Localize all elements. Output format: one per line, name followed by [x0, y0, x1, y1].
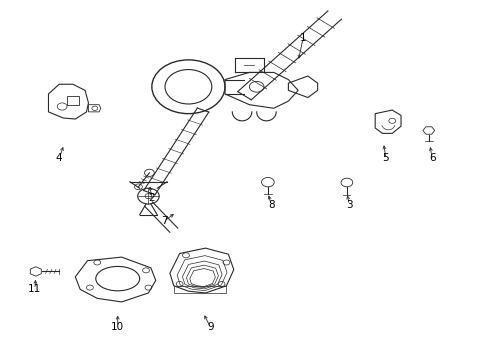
Text: 1: 1 [299, 33, 305, 43]
Text: 11: 11 [28, 284, 41, 294]
Text: 6: 6 [428, 153, 435, 163]
Text: 5: 5 [382, 153, 388, 163]
Text: 8: 8 [267, 200, 274, 210]
Text: 3: 3 [346, 200, 352, 210]
Circle shape [145, 194, 152, 199]
Text: 9: 9 [206, 322, 213, 332]
Text: 2: 2 [148, 193, 155, 203]
Text: 4: 4 [56, 153, 62, 163]
Text: 7: 7 [161, 216, 167, 226]
Text: 10: 10 [111, 322, 124, 332]
